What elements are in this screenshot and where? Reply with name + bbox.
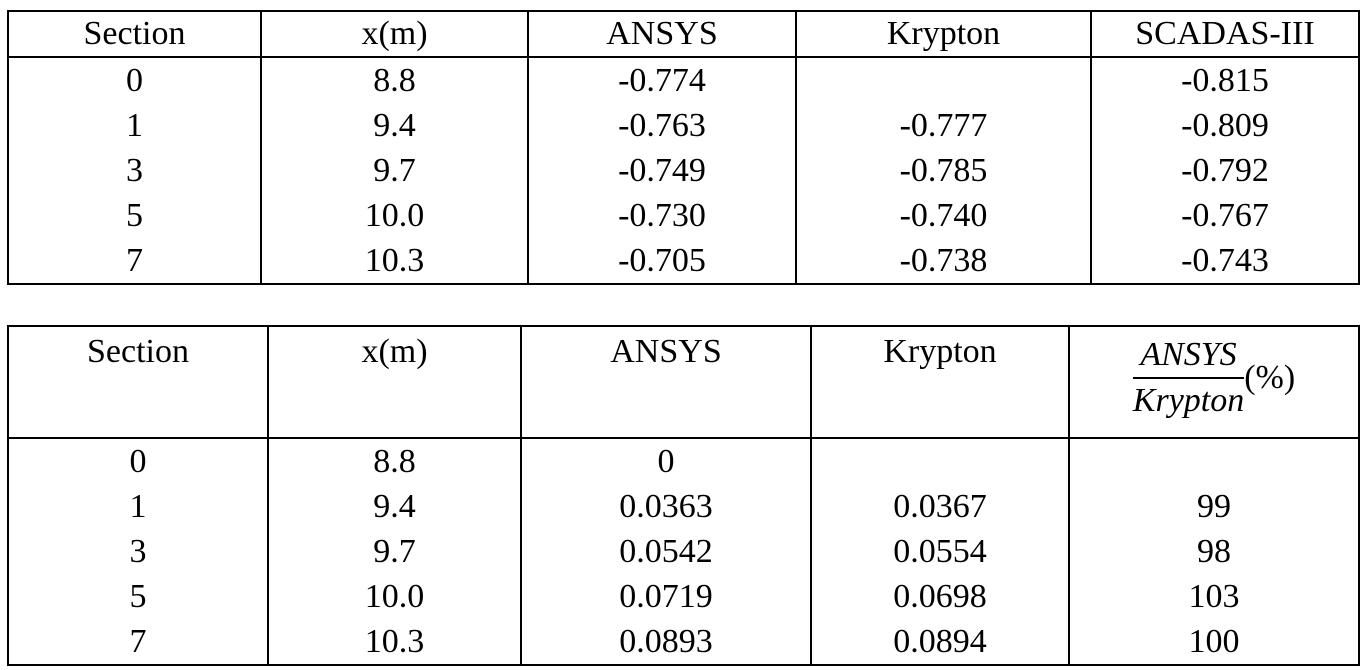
cell: -0.767 <box>1090 193 1360 238</box>
data-row: 3 9.7 0.0542 0.0554 98 <box>7 529 1360 574</box>
header-cell: SCADAS-III <box>1090 11 1360 58</box>
cell: 1 <box>7 484 269 529</box>
cell: 7 <box>7 238 262 284</box>
cell: 7 <box>7 619 269 665</box>
cell: -0.740 <box>795 193 1092 238</box>
cell: 9.7 <box>267 529 522 574</box>
header-cell: ANSYS Krypton (%) <box>1068 326 1360 439</box>
cell: -0.774 <box>527 57 797 103</box>
numerator: ANSYS <box>1132 333 1245 379</box>
data-row: 7 10.3 0.0893 0.0894 100 <box>7 619 1360 665</box>
cell: 0.0894 <box>810 619 1070 665</box>
cell: 9.4 <box>260 103 529 148</box>
cell: 0 <box>7 438 269 484</box>
cell: 8.8 <box>267 438 522 484</box>
data-row: 5 10.0 -0.730 -0.740 -0.767 <box>7 193 1360 238</box>
suffix: (%) <box>1244 359 1296 396</box>
denominator: Krypton <box>1132 382 1245 419</box>
cell: 10.0 <box>267 574 522 619</box>
data-row: 0 8.8 0 <box>7 438 1360 484</box>
cell: 0.0367 <box>810 484 1070 529</box>
cell: 0.0719 <box>520 574 812 619</box>
cell: 8.8 <box>260 57 529 103</box>
cell: -0.785 <box>795 148 1092 193</box>
cell: 3 <box>7 529 269 574</box>
cell: 0.0542 <box>520 529 812 574</box>
cell: 100 <box>1068 619 1360 665</box>
cell: 9.4 <box>267 484 522 529</box>
data-row: 1 9.4 0.0363 0.0367 99 <box>7 484 1360 529</box>
cell: 5 <box>7 193 262 238</box>
table-one: Section x(m) ANSYS Krypton SCADAS-III 0 8.8 -0.… <box>7 10 1360 285</box>
header-cell: Section <box>7 326 269 439</box>
header-cell: Section <box>7 11 262 58</box>
cell: 0 <box>520 438 812 484</box>
cell: 5 <box>7 574 269 619</box>
header-cell: Krypton <box>810 326 1070 439</box>
data-row: 7 10.3 -0.705 -0.738 -0.743 <box>7 238 1360 284</box>
cell: 0.0363 <box>520 484 812 529</box>
cell: -0.809 <box>1090 103 1360 148</box>
data-row: 0 8.8 -0.774 -0.815 <box>7 57 1360 103</box>
cell: 0.0698 <box>810 574 1070 619</box>
header-row: Section x(m) ANSYS Krypton ANSYS Krypton (%) <box>7 326 1360 439</box>
cell: 9.7 <box>260 148 529 193</box>
cell: -0.705 <box>527 238 797 284</box>
cell: 99 <box>1068 484 1360 529</box>
cell: -0.792 <box>1090 148 1360 193</box>
cell: 0 <box>7 57 262 103</box>
cell: -0.749 <box>527 148 797 193</box>
cell: -0.815 <box>1090 57 1360 103</box>
header-cell: ANSYS <box>527 11 797 58</box>
empty-cell <box>795 57 1092 103</box>
header-cell: ANSYS <box>520 326 812 439</box>
cell: 10.3 <box>267 619 522 665</box>
cell: 10.3 <box>260 238 529 284</box>
cell: 10.0 <box>260 193 529 238</box>
header-cell: x(m) <box>267 326 522 439</box>
cell: -0.777 <box>795 103 1092 148</box>
data-row: 5 10.0 0.0719 0.0698 103 <box>7 574 1360 619</box>
cell: -0.763 <box>527 103 797 148</box>
table-two: Section x(m) ANSYS Krypton ANSYS Krypton (%) 0 8… <box>7 325 1360 666</box>
fraction: ANSYS Krypton (%) <box>1132 333 1296 423</box>
cell: 3 <box>7 148 262 193</box>
cell: -0.738 <box>795 238 1092 284</box>
cell: 1 <box>7 103 262 148</box>
fraction-body: ANSYS Krypton <box>1132 333 1245 423</box>
cell: 103 <box>1068 574 1360 619</box>
header-cell: Krypton <box>795 11 1092 58</box>
empty-cell <box>810 438 1070 484</box>
cell: 0.0554 <box>810 529 1070 574</box>
data-row: 3 9.7 -0.749 -0.785 -0.792 <box>7 148 1360 193</box>
data-row: 1 9.4 -0.763 -0.777 -0.809 <box>7 103 1360 148</box>
empty-cell <box>1068 438 1360 484</box>
header-cell: x(m) <box>260 11 529 58</box>
header-row: Section x(m) ANSYS Krypton SCADAS-III <box>7 11 1360 58</box>
cell: 0.0893 <box>520 619 812 665</box>
cell: -0.743 <box>1090 238 1360 284</box>
cell: -0.730 <box>527 193 797 238</box>
cell: 98 <box>1068 529 1360 574</box>
